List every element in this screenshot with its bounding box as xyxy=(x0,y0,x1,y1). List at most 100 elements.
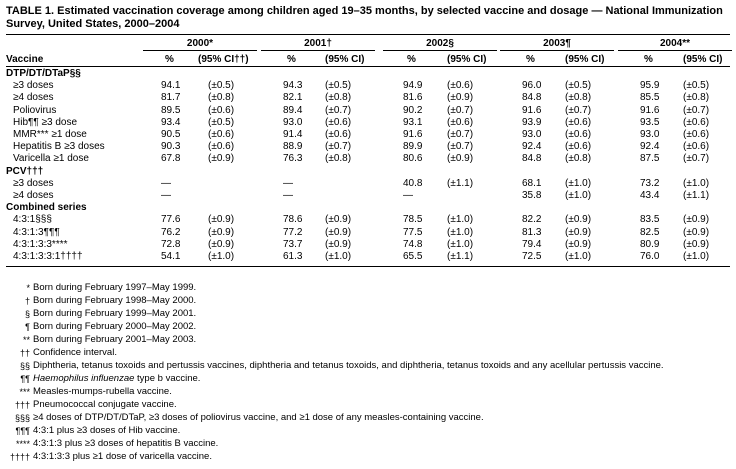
percent-cell: 93.4 xyxy=(161,116,181,128)
ci-cell: (±1.0) xyxy=(565,177,592,189)
ci-cell: (±0.9) xyxy=(447,153,474,165)
row-label: 4:3:1:3:3:1†††† xyxy=(13,251,83,262)
ci-cell: (±1.0) xyxy=(565,190,592,201)
footnote-mark: *** xyxy=(19,387,30,397)
ci-cell: (±1.1) xyxy=(447,177,474,189)
footnote: Born during February 1997–May 1999. xyxy=(33,282,196,294)
footnote-mark: † xyxy=(24,296,30,306)
percent-cell: 92.4 xyxy=(522,141,542,153)
column-header: (95% CI) xyxy=(683,54,723,65)
ci-cell: (±0.9) xyxy=(208,238,235,250)
column-header: % xyxy=(526,54,535,65)
footnote: Diphtheria, tetanus toxoids and pertussi… xyxy=(33,360,664,372)
percent-cell: 94.1 xyxy=(161,80,181,92)
footnote-mark: §§§ xyxy=(14,413,30,423)
year-header: 2002§ xyxy=(426,38,454,49)
ci-cell: (±0.6) xyxy=(325,129,352,140)
ci-cell: (±0.8) xyxy=(208,92,235,104)
footnote-text: type b vaccine. xyxy=(137,373,201,384)
percent-cell: 80.9 xyxy=(640,238,660,250)
percent-cell: 91.4 xyxy=(283,129,303,140)
ci-cell: (±0.6) xyxy=(565,129,592,140)
percent-cell: 94.9 xyxy=(403,80,423,92)
percent-cell: 79.4 xyxy=(522,238,542,250)
percent-cell: 93.1 xyxy=(403,116,423,128)
rule xyxy=(6,34,730,35)
footnote-mark: ¶ xyxy=(25,322,30,332)
footnote: Born during February 1999–May 2001. xyxy=(33,308,196,320)
ci-cell: (±0.6) xyxy=(208,104,235,116)
percent-cell: — xyxy=(161,190,171,201)
year-header: 2001† xyxy=(304,38,332,49)
ci-cell: (±0.8) xyxy=(325,92,352,104)
row-label: ≥4 doses xyxy=(13,190,54,201)
footnote: Born during February 2001–May 2003. xyxy=(33,334,196,346)
percent-cell: 92.4 xyxy=(640,141,660,153)
ci-cell: (±0.9) xyxy=(683,238,710,250)
percent-cell: 77.5 xyxy=(403,226,423,238)
footnote-mark: §§ xyxy=(19,361,30,371)
footnote-text: 4:3:1 plus ≥3 doses of Hib vaccine. xyxy=(33,425,181,436)
percent-cell: 82.2 xyxy=(522,214,542,226)
column-header: (95% CI) xyxy=(565,54,605,65)
year-header: 2000* xyxy=(186,38,214,49)
percent-cell: 76.3 xyxy=(283,153,303,165)
ci-cell: (±0.9) xyxy=(208,214,235,226)
ci-cell: (±0.5) xyxy=(208,116,235,128)
column-header: % xyxy=(287,54,296,65)
ci-cell: (±0.7) xyxy=(683,104,710,116)
percent-cell: 72.5 xyxy=(522,251,542,262)
rule xyxy=(383,50,497,51)
footnote: Pneumococcal conjugate vaccine. xyxy=(33,399,177,411)
ci-cell: (±0.7) xyxy=(447,129,474,140)
percent-cell: — xyxy=(161,177,171,189)
ci-cell: (±0.6) xyxy=(208,141,235,153)
percent-cell: 87.5 xyxy=(640,153,660,165)
ci-cell: (±1.0) xyxy=(447,238,474,250)
percent-cell: 84.8 xyxy=(522,92,542,104)
footnote-text: Born during February 2000–May 2002. xyxy=(33,321,197,332)
ci-cell: (±1.0) xyxy=(325,251,352,262)
row-label: 4:3:1:3:3**** xyxy=(13,238,68,250)
percent-cell: 40.8 xyxy=(403,177,423,189)
ci-cell: (±0.9) xyxy=(683,214,710,226)
percent-cell: 93.9 xyxy=(522,116,542,128)
ci-cell: (±0.9) xyxy=(208,153,235,165)
footnote: 4:3:1:3:3 plus ≥1 dose of varicella vacc… xyxy=(33,451,212,463)
ci-cell: (±0.9) xyxy=(683,226,710,238)
percent-cell: 81.3 xyxy=(522,226,542,238)
ci-cell: (±1.0) xyxy=(447,214,474,226)
percent-cell: 96.0 xyxy=(522,80,542,92)
percent-cell: 89.9 xyxy=(403,141,423,153)
row-label: 4:3:1§§§ xyxy=(13,214,52,226)
percent-cell: 80.6 xyxy=(403,153,423,165)
ci-cell: (±0.6) xyxy=(683,129,710,140)
percent-cell: 93.5 xyxy=(640,116,660,128)
ci-cell: (±0.6) xyxy=(447,80,474,92)
footnote-mark: § xyxy=(24,309,30,319)
footnote-text: Born during February 1999–May 2001. xyxy=(33,308,197,319)
ci-cell: (±0.8) xyxy=(325,153,352,165)
ci-cell: (±0.6) xyxy=(683,116,710,128)
row-label: 4:3:1:3¶¶¶ xyxy=(13,226,60,238)
rule xyxy=(618,50,732,51)
footnote-mark: ††† xyxy=(14,400,30,410)
percent-cell: 73.2 xyxy=(640,177,660,189)
percent-cell: 82.5 xyxy=(640,226,660,238)
percent-cell: 94.3 xyxy=(283,80,303,92)
row-label: ≥3 doses xyxy=(13,80,54,92)
ci-cell: (±0.6) xyxy=(565,116,592,128)
column-header: (95% CI††) xyxy=(198,54,249,65)
percent-cell: 90.5 xyxy=(161,129,181,140)
ci-cell: (±1.0) xyxy=(208,251,235,262)
section-heading: Combined series xyxy=(6,202,87,214)
ci-cell: (±0.8) xyxy=(565,92,592,104)
ci-cell: (±0.7) xyxy=(683,153,710,165)
ci-cell: (±0.7) xyxy=(325,104,352,116)
percent-cell: 77.6 xyxy=(161,214,181,226)
column-header: % xyxy=(407,54,416,65)
percent-cell: — xyxy=(283,177,293,189)
ci-cell: (±0.6) xyxy=(325,116,352,128)
footnote-text: Born during February 2001–May 2003. xyxy=(33,334,197,345)
